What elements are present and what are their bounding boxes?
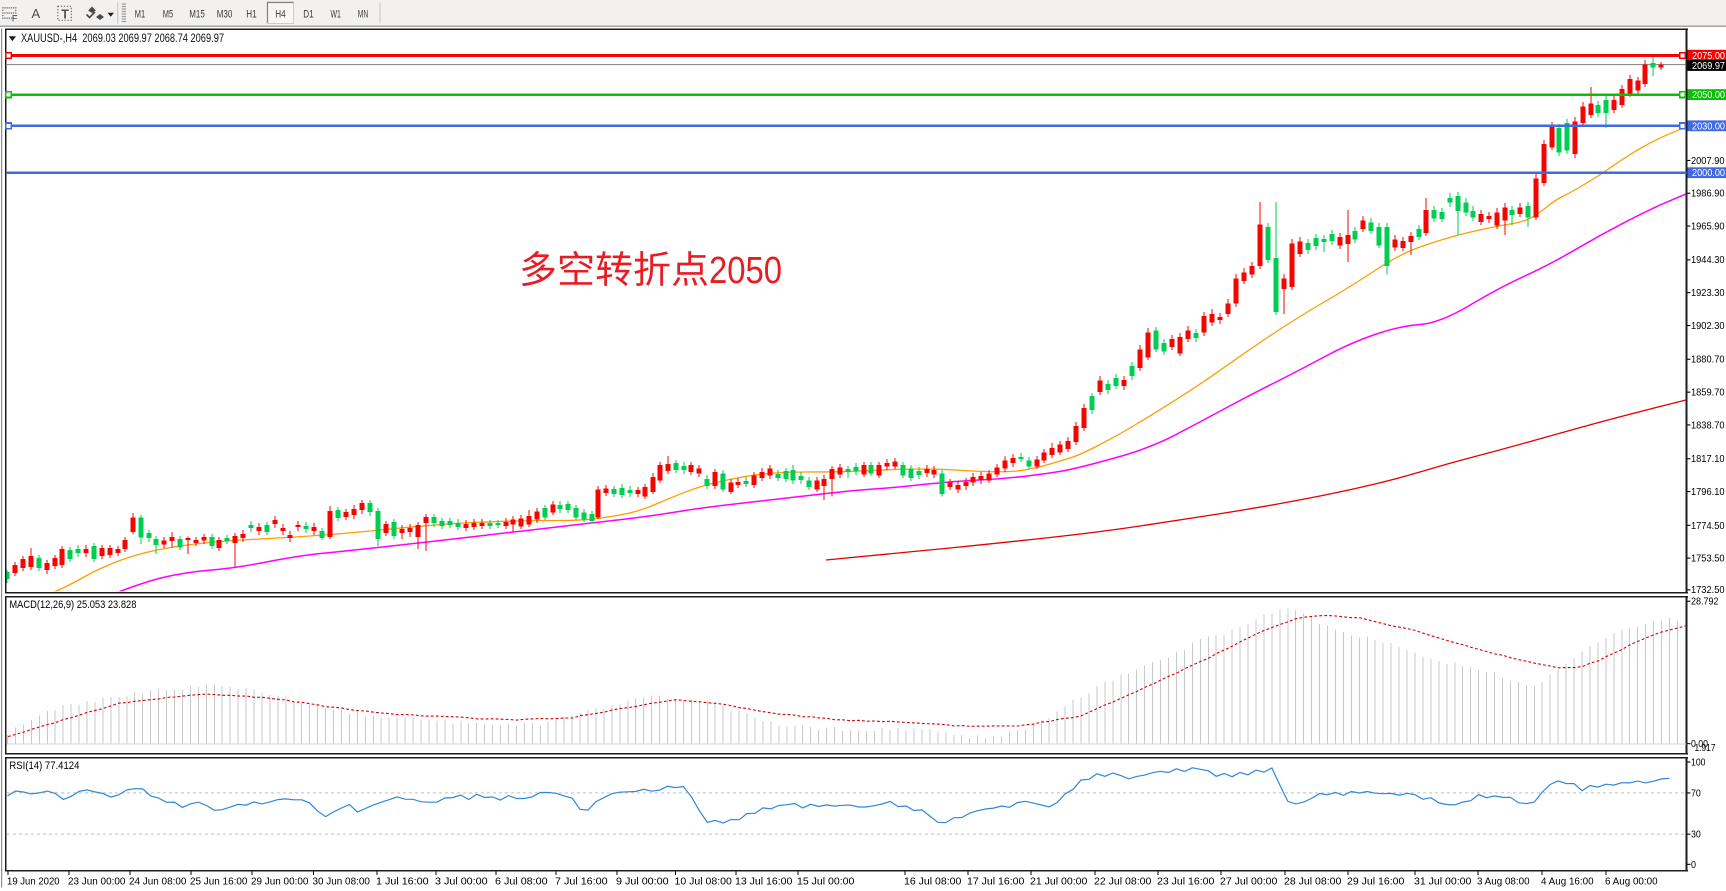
svg-text:1774.50: 1774.50: [1691, 521, 1725, 532]
svg-text:3 Aug 08:00: 3 Aug 08:00: [1477, 875, 1530, 887]
svg-text:1944.30: 1944.30: [1691, 255, 1725, 266]
svg-text:2050.00: 2050.00: [1692, 90, 1725, 101]
svg-text:28.792: 28.792: [1691, 597, 1719, 608]
svg-text:1902.30: 1902.30: [1691, 321, 1725, 332]
svg-text:23 Jun 00:00: 23 Jun 00:00: [68, 875, 126, 887]
svg-text:30: 30: [1691, 830, 1701, 841]
svg-text:1880.70: 1880.70: [1691, 355, 1725, 366]
svg-text:17 Jul 16:00: 17 Jul 16:00: [967, 875, 1025, 887]
svg-text:7 Jul 16:00: 7 Jul 16:00: [555, 875, 608, 887]
svg-text:2030.00: 2030.00: [1692, 121, 1725, 132]
svg-text:MACD(12,26,9) 25.053 23.828: MACD(12,26,9) 25.053 23.828: [9, 599, 136, 611]
svg-text:19 Jun 2020: 19 Jun 2020: [7, 875, 60, 887]
svg-text:29 Jun 00:00: 29 Jun 00:00: [251, 875, 309, 887]
svg-text:W1: W1: [331, 8, 341, 20]
svg-text:9 Jul 00:00: 9 Jul 00:00: [616, 875, 669, 887]
svg-text:1838.70: 1838.70: [1691, 420, 1725, 431]
svg-text:T: T: [61, 7, 69, 21]
svg-text:2000.00: 2000.00: [1692, 168, 1725, 179]
svg-text:2075.00: 2075.00: [1692, 51, 1725, 62]
svg-text:H4: H4: [275, 8, 285, 20]
svg-text:M1: M1: [135, 8, 145, 20]
svg-text:13 Jul 16:00: 13 Jul 16:00: [735, 875, 793, 887]
svg-text:1753.50: 1753.50: [1691, 554, 1725, 565]
svg-text:M5: M5: [163, 8, 173, 20]
svg-text:RSI(14) 77.4124: RSI(14) 77.4124: [9, 760, 79, 772]
svg-text:2069.97: 2069.97: [1692, 61, 1725, 72]
svg-text:1732.50: 1732.50: [1691, 585, 1725, 596]
svg-text:6 Aug 00:00: 6 Aug 00:00: [1605, 875, 1658, 887]
svg-text:1986.90: 1986.90: [1691, 189, 1725, 200]
svg-text:1923.30: 1923.30: [1691, 288, 1725, 299]
svg-text:3 Jul 00:00: 3 Jul 00:00: [435, 875, 488, 887]
svg-text:27 Jul 00:00: 27 Jul 00:00: [1220, 875, 1278, 887]
svg-text:28 Jul 08:00: 28 Jul 08:00: [1284, 875, 1342, 887]
svg-text:F: F: [12, 13, 18, 24]
svg-text:1965.90: 1965.90: [1691, 221, 1725, 232]
svg-text:6 Jul 08:00: 6 Jul 08:00: [495, 875, 548, 887]
svg-text:A: A: [32, 6, 41, 21]
svg-text:1796.10: 1796.10: [1691, 487, 1725, 498]
svg-text:2007.90: 2007.90: [1691, 156, 1725, 167]
svg-text:30 Jun 08:00: 30 Jun 08:00: [313, 875, 371, 887]
svg-text:1859.70: 1859.70: [1691, 388, 1725, 399]
svg-text:15 Jul 00:00: 15 Jul 00:00: [797, 875, 855, 887]
svg-text:M15: M15: [189, 8, 205, 20]
svg-text:23 Jul 16:00: 23 Jul 16:00: [1157, 875, 1215, 887]
svg-text:100: 100: [1691, 758, 1706, 769]
svg-text:70: 70: [1691, 788, 1701, 799]
svg-text:29 Jul 16:00: 29 Jul 16:00: [1347, 875, 1405, 887]
svg-text:24 Jun 08:00: 24 Jun 08:00: [129, 875, 187, 887]
svg-text:0.00: 0.00: [1691, 739, 1708, 750]
svg-text:10 Jul 08:00: 10 Jul 08:00: [675, 875, 733, 887]
svg-text:XAUUSD-,H4 2069.03 2069.97 20: XAUUSD-,H4 2069.03 2069.97 2068.74 2069.…: [21, 33, 224, 45]
svg-text:H1: H1: [246, 8, 256, 20]
svg-text:2050: 2050: [709, 250, 782, 292]
svg-text:4 Aug 16:00: 4 Aug 16:00: [1541, 875, 1594, 887]
svg-text:D1: D1: [303, 8, 313, 20]
svg-text:25 Jun 16:00: 25 Jun 16:00: [190, 875, 248, 887]
svg-text:MN: MN: [358, 8, 368, 20]
svg-text:0: 0: [1691, 860, 1696, 871]
svg-text:31 Jul 00:00: 31 Jul 00:00: [1414, 875, 1472, 887]
svg-text:1 Jul 16:00: 1 Jul 16:00: [376, 875, 429, 887]
svg-text:21 Jul 00:00: 21 Jul 00:00: [1030, 875, 1088, 887]
svg-text:1.917: 1.917: [1695, 743, 1716, 754]
svg-text:M30: M30: [217, 8, 233, 20]
svg-text:16 Jul 08:00: 16 Jul 08:00: [904, 875, 962, 887]
svg-text:1817.10: 1817.10: [1691, 454, 1725, 465]
svg-text:22 Jul 08:00: 22 Jul 08:00: [1094, 875, 1152, 887]
